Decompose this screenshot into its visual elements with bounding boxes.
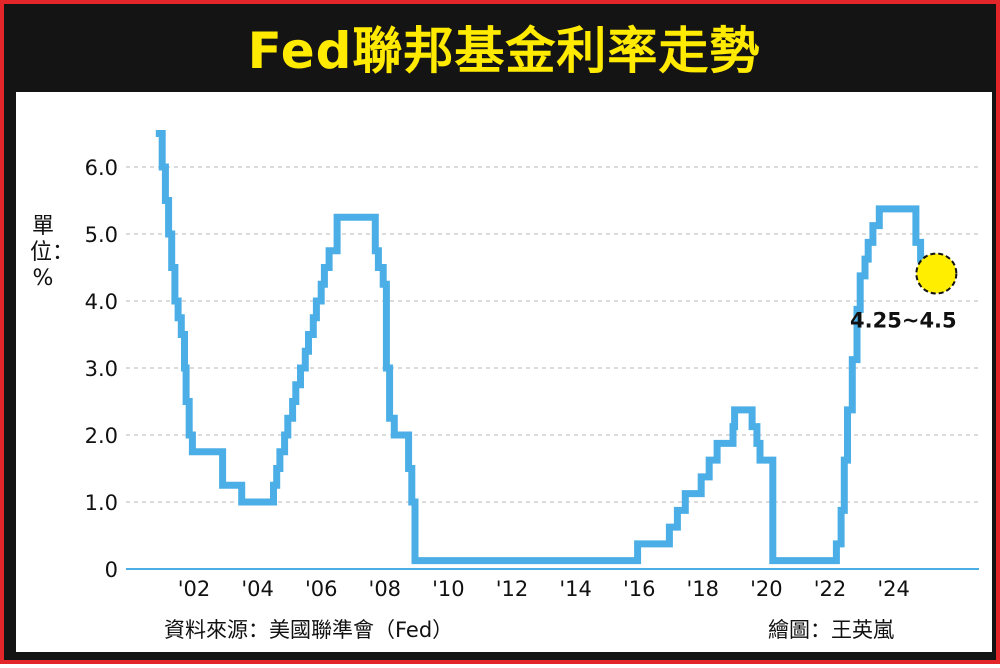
x-tick-labels: '02 '04 '06 '08 '10 '12 '14 '16 '18 '20 '22 '24 — [178, 577, 910, 601]
x-tick-label: '10 — [432, 577, 465, 601]
rate-line-chart: 0 1.0 2.0 3.0 4.0 5.0 6.0 '02 '04 '06 '08 '10 '12 '1… — [85, 130, 979, 601]
x-tick-label: '14 — [559, 577, 592, 601]
x-tick-label: '22 — [814, 577, 847, 601]
y-tick-label: 3.0 — [85, 357, 118, 381]
y-axis-unit-label: 單位：% — [30, 214, 75, 291]
x-tick-label: '04 — [241, 577, 274, 601]
x-tick-label: '06 — [305, 577, 338, 601]
x-tick-label: '02 — [178, 577, 211, 601]
x-tick-label: '12 — [496, 577, 529, 601]
y-tick-label: 5.0 — [85, 223, 118, 247]
x-tick-label: '16 — [623, 577, 656, 601]
y-tick-label: 6.0 — [85, 156, 118, 180]
x-tick-label: '24 — [877, 577, 910, 601]
grid-lines — [126, 166, 979, 503]
latest-rate-annotation: 4.25~4.5 — [850, 309, 957, 333]
x-tick-label: '18 — [687, 577, 720, 601]
x-tick-label: '08 — [369, 577, 402, 601]
y-tick-label: 4.0 — [85, 290, 118, 314]
y-tick-label: 1.0 — [85, 491, 118, 515]
x-tick-label: '20 — [750, 577, 783, 601]
y-tick-labels: 0 1.0 2.0 3.0 4.0 5.0 6.0 — [85, 156, 118, 582]
graphic-credit: 繪圖：王英嵐 — [768, 618, 894, 642]
series-line-fed-funds-rate — [155, 130, 939, 565]
chart-title: Fed聯邦基金利率走勢 — [247, 22, 761, 80]
y-tick-label: 0 — [105, 558, 118, 582]
y-tick-label: 2.0 — [85, 424, 118, 448]
latest-rate-highlight — [915, 252, 958, 295]
source-note: 資料來源：美國聯準會（Fed） — [164, 618, 454, 642]
